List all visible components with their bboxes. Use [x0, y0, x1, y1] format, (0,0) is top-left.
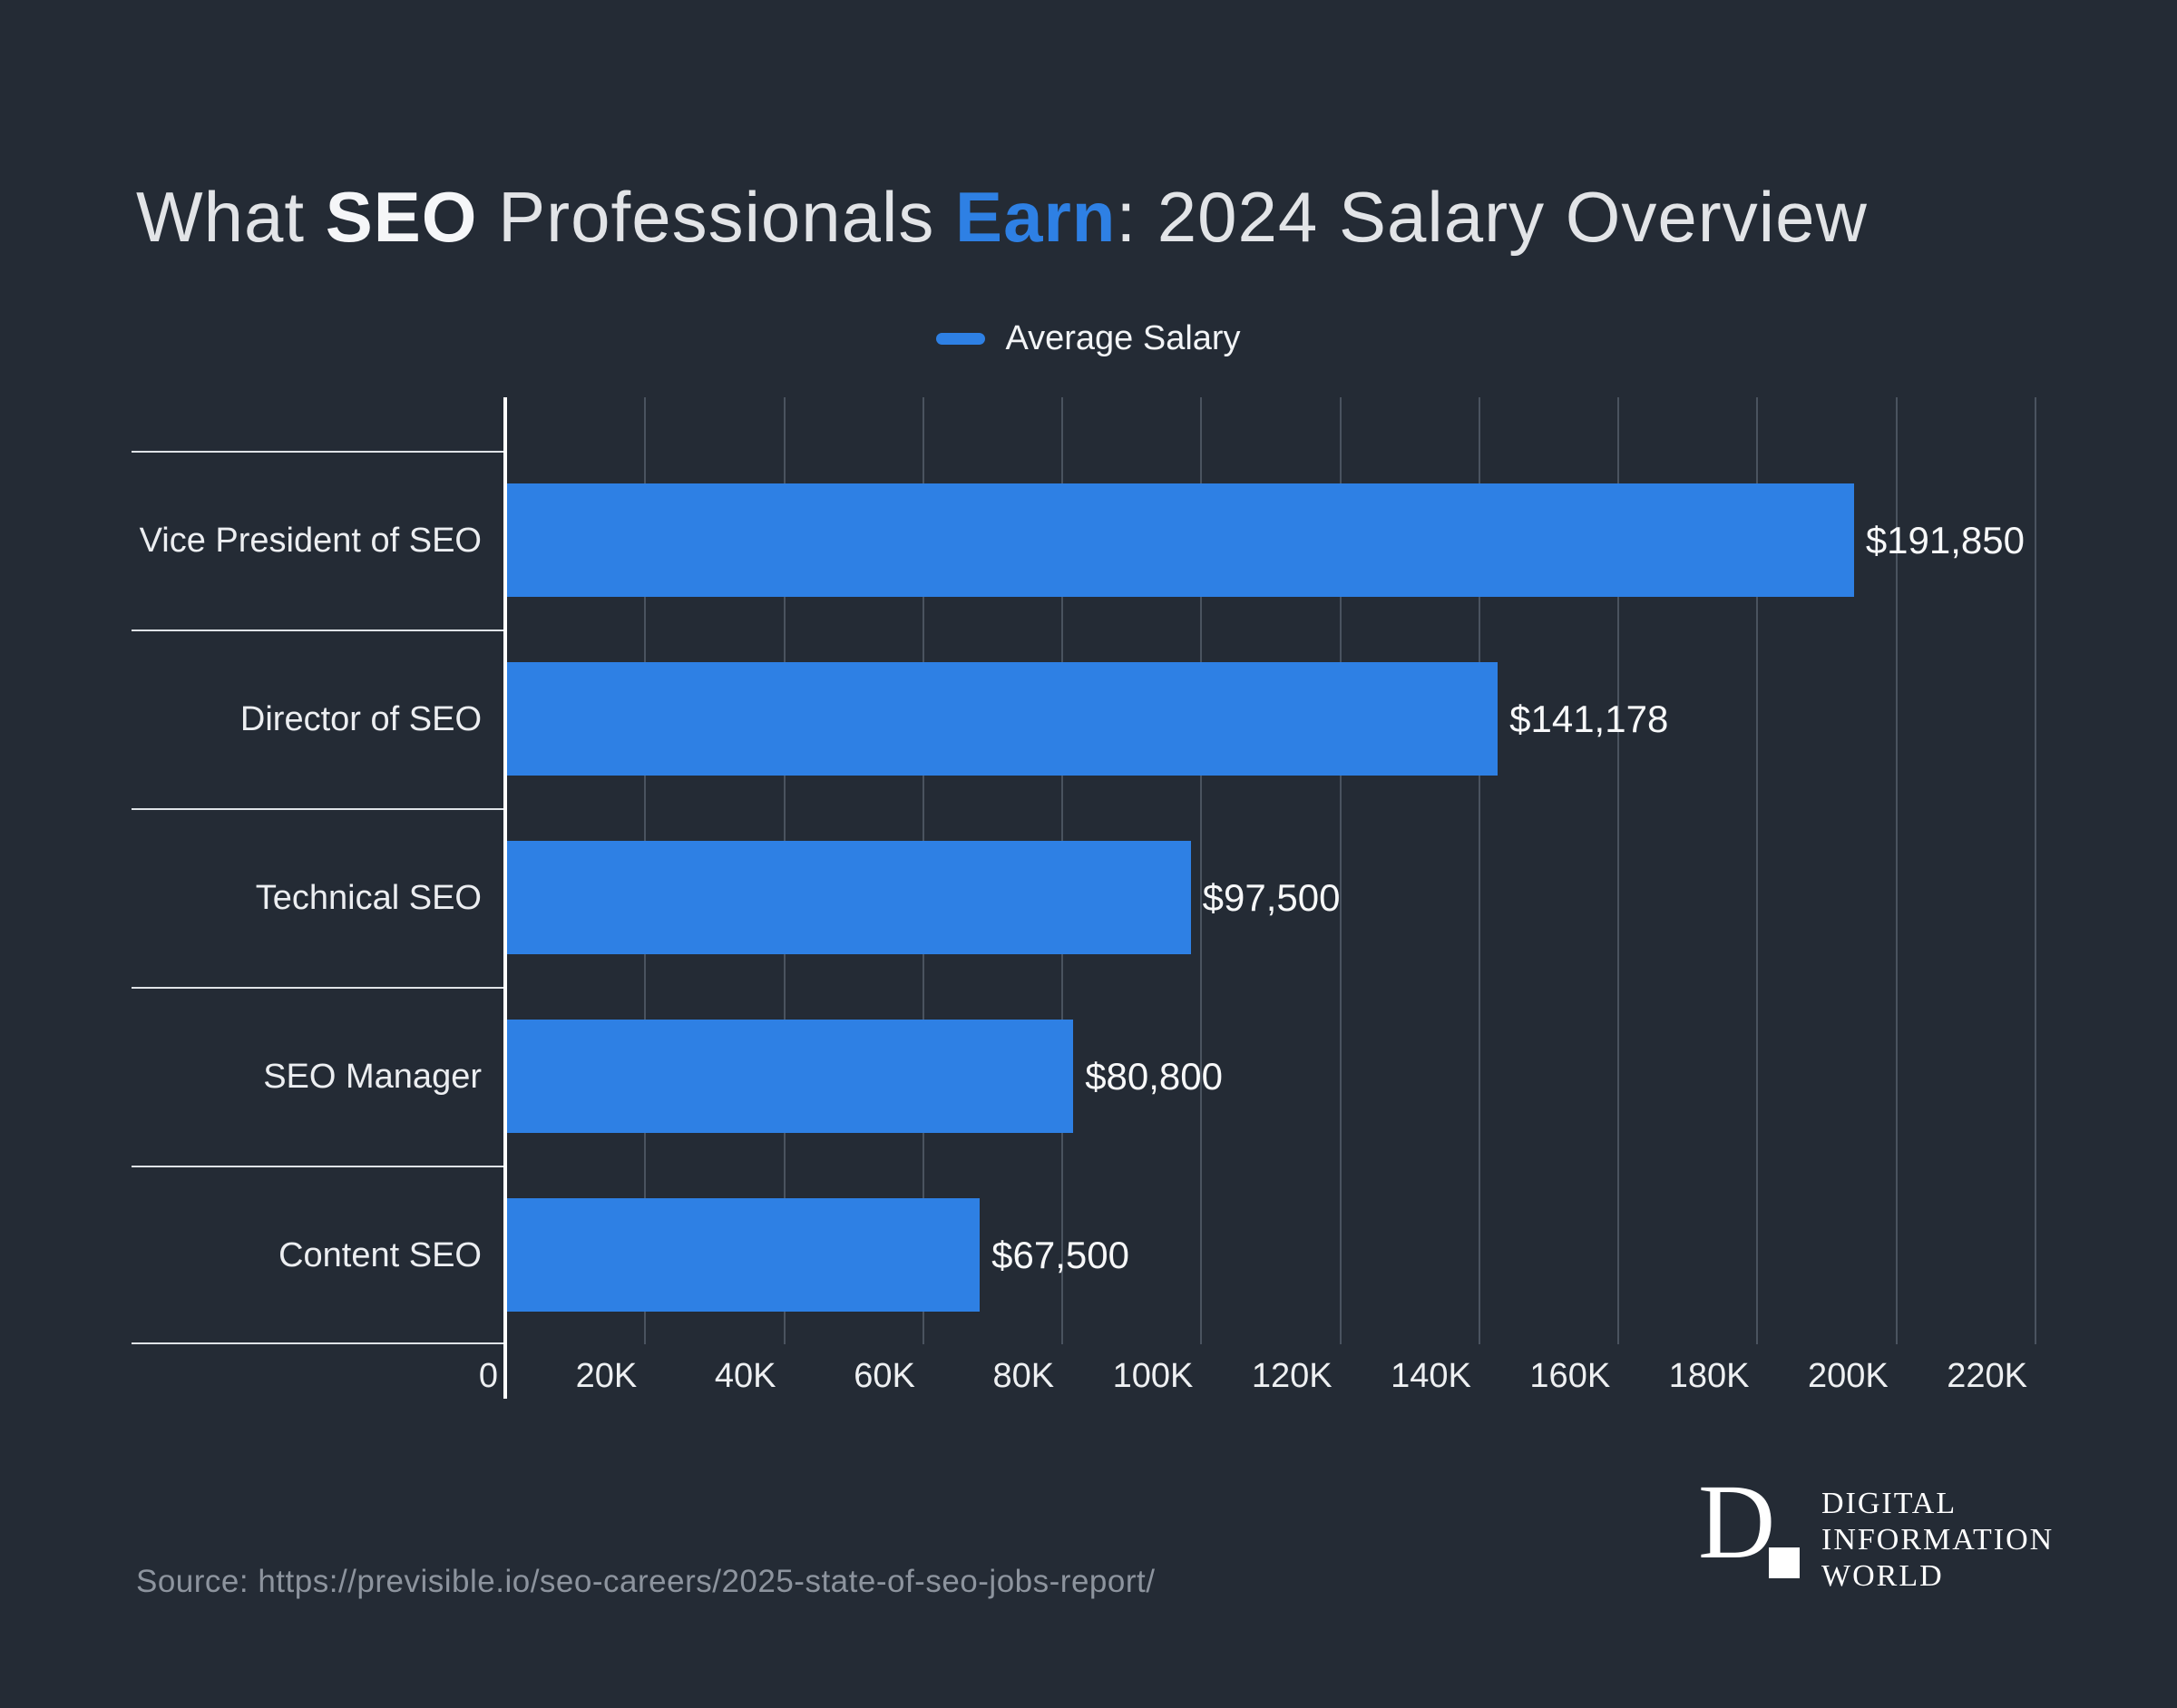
value-label: $97,500	[1202, 875, 1341, 919]
x-tick-label: 100K	[1112, 1357, 1194, 1395]
logo-word-world: WORLD	[1821, 1559, 1944, 1593]
x-tick-label: 0	[478, 1357, 498, 1395]
chart-row: SEO Manager $80,800	[132, 987, 2052, 1166]
gridline	[2035, 397, 2036, 1344]
category-label: SEO Manager	[132, 987, 505, 1166]
diw-logo: D DIGITAL INFORMATION WORLD	[1698, 1462, 2054, 1600]
logo-word-information: INFORMATION	[1821, 1523, 2055, 1557]
bar	[505, 1198, 981, 1312]
legend: Average Salary	[0, 319, 2177, 358]
x-tick-label: 60K	[854, 1357, 915, 1395]
title-segment-earn: Earn	[955, 177, 1117, 258]
gridline	[1617, 397, 1620, 1344]
diw-logo-wordmark: DIGITAL INFORMATION WORLD	[1821, 1473, 2054, 1600]
gridline	[1478, 397, 1480, 1344]
category-label: Content SEO	[132, 1166, 505, 1344]
bar-track: $97,500	[505, 808, 2052, 987]
y-axis-line	[503, 397, 507, 1399]
diw-logo-monogram: D	[1698, 1462, 1803, 1600]
x-tick-label: 220K	[1947, 1357, 2027, 1395]
category-label: Vice President of SEO	[132, 451, 505, 630]
x-tick-label: 20K	[575, 1357, 638, 1395]
title-segment: What	[136, 177, 326, 258]
value-label: $141,178	[1509, 697, 1669, 740]
gridline	[1200, 397, 1203, 1344]
chart-row: Vice President of SEO $191,850	[132, 451, 2052, 630]
chart-title: What SEO Professionals Earn: 2024 Salary…	[136, 181, 1868, 252]
bottom-divider	[132, 1342, 505, 1344]
legend-swatch-icon	[936, 333, 986, 345]
bar-track: $191,850	[505, 451, 2052, 630]
bar	[505, 841, 1191, 954]
x-tick-label: 80K	[992, 1357, 1055, 1395]
plot-rows: Vice President of SEO $191,850 Director of…	[132, 451, 2052, 1344]
source-text: Source: https://previsible.io/seo-career…	[136, 1564, 1156, 1599]
bar	[505, 483, 1854, 597]
bar	[505, 662, 1499, 776]
chart-row: Technical SEO $97,500	[132, 808, 2052, 987]
x-tick-label: 140K	[1391, 1357, 1471, 1395]
legend-label: Average Salary	[1005, 319, 1241, 357]
bar	[505, 1020, 1074, 1133]
value-label: $191,850	[1865, 518, 2026, 561]
bar-chart: Vice President of SEO $191,850 Director of…	[132, 397, 2052, 1399]
bar-track: $67,500	[505, 1166, 2052, 1344]
gridline	[1895, 397, 1898, 1344]
title-segment-seo: SEO	[325, 177, 478, 258]
category-label: Director of SEO	[132, 630, 505, 808]
x-tick-label: 160K	[1529, 1357, 1611, 1395]
chart-row: Director of SEO $141,178	[132, 630, 2052, 808]
title-segment: Professionals	[477, 177, 956, 258]
value-label: $67,500	[991, 1233, 1129, 1276]
gridline	[1339, 397, 1342, 1344]
category-label: Technical SEO	[132, 808, 505, 987]
chart-row: Content SEO $67,500	[132, 1166, 2052, 1344]
logo-d-letter: D	[1698, 1462, 1776, 1581]
bar-track: $80,800	[505, 987, 2052, 1166]
logo-square-icon	[1769, 1547, 1800, 1578]
bar-track: $141,178	[505, 630, 2052, 808]
x-tick-label: 180K	[1668, 1357, 1750, 1395]
x-tick-label: 200K	[1807, 1357, 1889, 1395]
logo-word-digital: DIGITAL	[1821, 1487, 1957, 1520]
gridline	[1756, 397, 1759, 1344]
title-segment: : 2024 Salary Overview	[1116, 177, 1868, 258]
x-axis-ticks: 0 20K 40K 60K 80K 100K 120K 140K 160K 180K 200K 220…	[479, 1357, 2035, 1411]
x-tick-label: 40K	[714, 1357, 776, 1395]
value-label: $80,800	[1085, 1054, 1224, 1098]
x-tick-label: 120K	[1251, 1357, 1333, 1395]
